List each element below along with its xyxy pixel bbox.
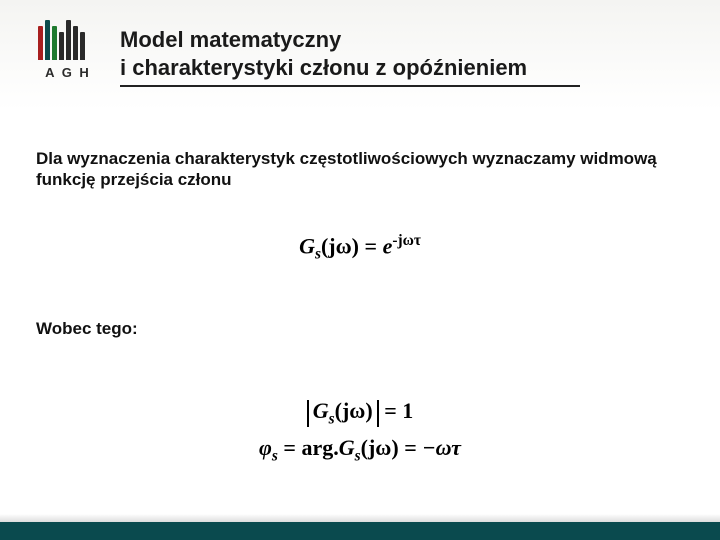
paragraph-2: Wobec tego: — [36, 318, 684, 339]
f2a-abs: Gs(jω) — [307, 400, 379, 427]
f2a-G: G — [313, 398, 329, 423]
formula-1: Gs(jω) = e-jωτ — [0, 232, 720, 264]
logo-bars — [38, 18, 98, 60]
f1-rhs-base: e — [383, 233, 393, 258]
f2a-rhs: 1 — [402, 398, 413, 423]
f2b-G: G — [339, 435, 355, 460]
f2a-arg: (jω) — [335, 398, 373, 423]
title-block: Model matematyczny i charakterystyki czł… — [120, 26, 690, 87]
formula-2b: φs = arg.Gs(jω) = −ωτ — [0, 429, 720, 470]
logo-text: A G H — [38, 65, 98, 80]
footer-bar — [0, 522, 720, 540]
paragraph-1: Dla wyznaczenia charakterystyk częstotli… — [36, 148, 684, 191]
f2b-eq2: = — [399, 435, 423, 460]
logo: A G H — [38, 18, 98, 80]
f2b-arg: arg. — [301, 435, 338, 460]
f1-lhs-arg: (jω) — [321, 233, 359, 258]
f1-rhs-exp: -jωτ — [392, 232, 421, 249]
formula-block-2: Gs(jω) = 1 φs = arg.Gs(jω) = −ωτ — [0, 392, 720, 470]
f1-lhs-G: G — [299, 233, 315, 258]
f2b-rhs: −ωτ — [422, 435, 461, 460]
title-underline — [120, 85, 580, 87]
f1-eq: = — [359, 233, 383, 258]
title-line-2: i charakterystyki członu z opóźnieniem — [120, 54, 690, 82]
f2b-G-arg: (jω) — [361, 435, 399, 460]
f2b-eq1: = — [278, 435, 302, 460]
footer-shadow — [0, 514, 720, 522]
formula-2a: Gs(jω) = 1 — [0, 392, 720, 429]
f2b-phi: φ — [259, 435, 272, 460]
title-line-1: Model matematyczny — [120, 26, 690, 54]
f2a-eq: = — [379, 398, 403, 423]
